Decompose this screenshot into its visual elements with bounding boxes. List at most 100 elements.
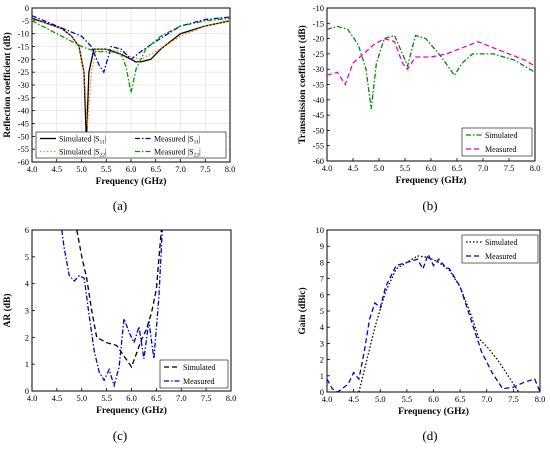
legend-label: Simulated |S11| <box>59 135 106 146</box>
x-tick-label: 7.5 <box>201 393 212 403</box>
x-tick-label: 6.5 <box>455 394 466 404</box>
legend: Simulated Measured <box>461 234 539 264</box>
y-tick-label: -50 <box>313 125 324 135</box>
chart-panel-4: 4.0 4.5 5.0 5.5 6.0 6.5 7.0 7.5 8.0 0 1 2 3 4 5 6 7 8 9 10 F… <box>297 225 545 443</box>
x-tick-label: 6.5 <box>452 163 463 173</box>
x-tick-label: 8.0 <box>535 394 546 404</box>
series-line-2 <box>327 37 535 86</box>
y-tick-label: 9 <box>320 241 324 251</box>
series-line-1 <box>327 25 535 110</box>
y-tick-label: -35 <box>313 80 324 90</box>
y-tick-label: -60 <box>313 156 324 166</box>
x-tick-label: 5.5 <box>400 163 411 173</box>
x-tick-label: 4.0 <box>27 393 38 403</box>
y-axis-label: Gain (dBic) <box>297 287 308 334</box>
x-tick-label: 4.5 <box>51 164 62 174</box>
legend-label: Simulated <box>485 238 517 247</box>
x-tick-label: 7.5 <box>508 394 519 404</box>
y-tick-label: 3 <box>25 306 29 316</box>
y-tick-label: 7 <box>320 274 324 284</box>
x-tick-label: 8.0 <box>530 163 541 173</box>
x-tick-label: 4.5 <box>348 163 359 173</box>
legend-label: Measured <box>183 377 215 386</box>
x-tick-label: 5.0 <box>76 393 87 403</box>
y-tick-label: 3 <box>320 338 324 348</box>
legend-label: Measured |S22| <box>154 148 201 159</box>
series-line-2 <box>32 18 230 127</box>
y-tick-label: 4 <box>25 279 30 289</box>
y-axis-label: Reflection coefficient (dB) <box>2 32 13 138</box>
panel-label: (d) <box>422 428 437 443</box>
x-tick-label: 5.5 <box>101 164 112 174</box>
y-tick-label: -10 <box>18 29 29 39</box>
x-tick-label: 6.5 <box>150 164 161 174</box>
legend: Simulated Measured <box>461 127 533 157</box>
legend-label: Simulated <box>485 131 517 140</box>
y-tick-label: -5 <box>22 16 29 26</box>
x-tick-label: 6.0 <box>426 163 437 173</box>
y-tick-label: -40 <box>18 106 29 116</box>
y-tick-label: -40 <box>313 95 324 105</box>
legend-box <box>461 234 539 264</box>
legend-box <box>35 131 227 159</box>
legend-label: Measured <box>485 252 517 261</box>
y-tick-label: -30 <box>18 80 29 90</box>
y-tick-label: -55 <box>18 144 29 154</box>
x-tick-label: 4.0 <box>322 394 333 404</box>
y-tick-label: -30 <box>313 64 324 74</box>
panel-label: (b) <box>422 198 437 213</box>
y-tick-label: 2 <box>25 332 29 342</box>
y-tick-label: 4 <box>320 322 325 332</box>
panel-label: (c) <box>113 428 127 443</box>
x-tick-label: 7.0 <box>478 163 489 173</box>
panel-label: (a) <box>113 198 127 213</box>
y-axis-label: Transmission coefficient (dB) <box>297 25 308 144</box>
y-tick-label: -15 <box>18 42 29 52</box>
series-line-3 <box>32 15 230 74</box>
series-line-1 <box>358 255 520 392</box>
x-tick-label: 7.0 <box>175 164 186 174</box>
legend-label: Simulated <box>183 363 215 372</box>
y-tick-label: -35 <box>18 93 29 103</box>
x-tick-label: 8.0 <box>225 164 236 174</box>
y-tick-label: -45 <box>18 119 29 129</box>
y-tick-label: 1 <box>320 371 324 381</box>
y-tick-label: -10 <box>313 3 324 13</box>
y-tick-label: -20 <box>313 34 324 44</box>
x-tick-label: 6.0 <box>428 394 439 404</box>
x-axis-label: Frequency (GHz) <box>396 175 467 186</box>
y-tick-label: 5 <box>25 252 29 262</box>
legend-label: Measured <box>485 145 517 154</box>
legend-box <box>461 127 533 157</box>
x-tick-label: 7.0 <box>176 393 187 403</box>
legend: Simulated Measured <box>159 359 229 389</box>
y-tick-label: 0 <box>320 387 324 397</box>
x-tick-label: 5.5 <box>402 394 413 404</box>
chart-panel-3: 4.0 4.5 5.0 5.5 6.0 6.5 7.0 7.5 8.0 0 1 2 3 4 5 6 Freque… <box>2 225 236 443</box>
y-tick-label: -60 <box>18 157 29 167</box>
x-tick-label: 4.5 <box>52 393 63 403</box>
legend-box <box>159 359 229 389</box>
x-tick-label: 7.5 <box>200 164 211 174</box>
x-tick-label: 5.0 <box>76 164 87 174</box>
legend-label: Simulated |S22| <box>59 148 107 159</box>
series-line-4 <box>32 17 230 93</box>
x-tick-label: 7.0 <box>481 394 492 404</box>
legend: Simulated |S11| Simulated |S22| Measured |… <box>35 131 227 159</box>
y-tick-label: 1 <box>25 359 29 369</box>
x-tick-label: 8.0 <box>226 393 237 403</box>
y-tick-label: -15 <box>313 18 324 28</box>
y-tick-label: -25 <box>313 49 324 59</box>
y-tick-label: 5 <box>320 306 324 316</box>
x-tick-label: 6.0 <box>126 393 137 403</box>
x-tick-label: 5.0 <box>374 163 385 173</box>
y-tick-label: 10 <box>316 225 325 235</box>
y-tick-label: -55 <box>313 141 324 151</box>
y-tick-label: 0 <box>25 386 29 396</box>
x-tick-label: 6.5 <box>151 393 162 403</box>
y-tick-label: 0 <box>25 3 29 13</box>
y-axis-label: AR (dB) <box>2 293 13 327</box>
x-tick-label: 7.5 <box>504 163 515 173</box>
series-line-1 <box>76 230 162 369</box>
